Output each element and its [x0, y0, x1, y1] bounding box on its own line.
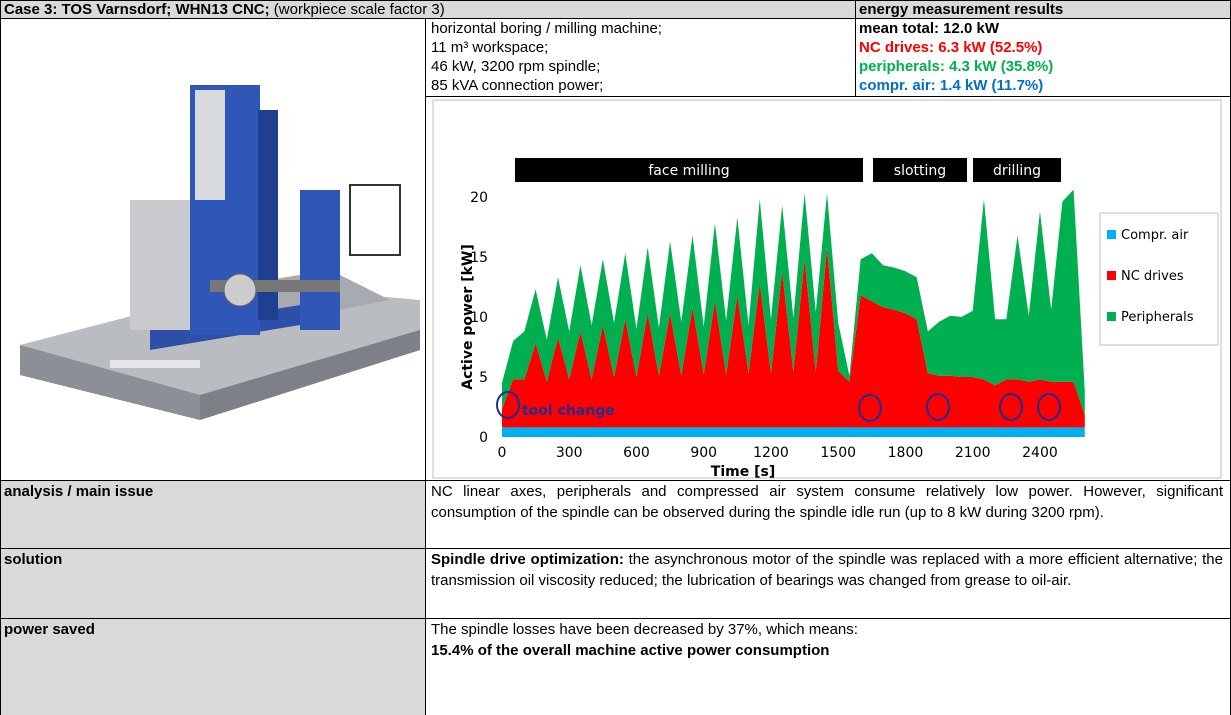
legend-label: Peripherals [1121, 310, 1194, 325]
phase-bar [873, 158, 967, 182]
x-tick-label: 300 [556, 445, 583, 461]
header-case: Case 3: TOS Varnsdorf; WHN13 CNC; (workp… [4, 0, 445, 19]
x-tick-label: 0 [498, 445, 507, 461]
spec: horizontal boring / milling machine; [431, 20, 662, 37]
case-title: Case 3: TOS Varnsdorf; WHN13 CNC; [4, 1, 270, 18]
spec: 11 m³ workspace; [431, 39, 549, 56]
phase-bar [973, 158, 1061, 182]
phase-label: slotting [894, 163, 946, 179]
legend-label: Compr. air [1121, 228, 1189, 243]
results-title: energy measurement results [859, 1, 1064, 18]
spec: 46 kW, 3200 rpm spindle; [431, 58, 601, 75]
x-tick-label: 2400 [1022, 445, 1058, 461]
legend-swatch [1107, 312, 1116, 321]
x-tick-label: 2100 [955, 445, 991, 461]
y-tick-label: 15 [470, 250, 488, 266]
y-tick-label: 20 [470, 190, 488, 206]
x-tick-label: 900 [690, 445, 717, 461]
x-tick-label: 1500 [820, 445, 856, 461]
row-text-bold: 15.4% of the overall machine active powe… [431, 642, 830, 659]
label-bg [0, 480, 425, 715]
x-axis-label: Time [s] [711, 464, 775, 480]
solution-title: Spindle drive optimization: [431, 551, 624, 568]
row-text: The spindle losses have been decreased b… [431, 621, 858, 638]
legend-swatch [1107, 271, 1116, 280]
x-tick-label: 1800 [888, 445, 924, 461]
area-2 [501, 189, 1085, 416]
y-axis-label: Active power [kW] [460, 244, 476, 390]
solution-text: the asynchronous motor of the spindle wa… [431, 551, 1223, 589]
y-tick-label: 5 [479, 370, 488, 386]
x-tick-label: 1200 [753, 445, 789, 461]
row-label: power saved [4, 621, 95, 638]
legend [1099, 212, 1219, 346]
area-1 [501, 247, 1085, 428]
case-note: (workpiece scale factor 3) [273, 1, 445, 18]
phase-label: face milling [648, 163, 729, 179]
row-text: NC linear axes, peripherals and compress… [431, 483, 1223, 521]
y-tick-label: 10 [470, 310, 488, 326]
x-tick-label: 600 [623, 445, 650, 461]
result: peripherals: 4.3 kW (35.8%) [859, 58, 1054, 75]
y-tick-label: 0 [479, 430, 488, 446]
annotation: tool change [522, 403, 615, 419]
result: mean total: 12.0 kW [859, 20, 1000, 37]
result: compr. air: 1.4 kW (11.7%) [859, 77, 1044, 94]
phase-bar [515, 158, 863, 182]
result: NC drives: 6.3 kW (52.5%) [859, 39, 1043, 56]
row-label: analysis / main issue [4, 483, 154, 500]
spec: 85 kVA connection power; [431, 77, 604, 94]
tool-change-markers [496, 391, 1061, 422]
area-0 [501, 427, 1085, 437]
legend-label: NC drives [1121, 269, 1184, 284]
machine-image [20, 85, 420, 420]
row-label: solution [4, 551, 63, 568]
row-text: Spindle drive optimization: the asynchro… [431, 550, 1223, 591]
phase-label: drilling [993, 163, 1041, 179]
header-bg [0, 0, 1231, 18]
legend-swatch [1107, 230, 1116, 239]
